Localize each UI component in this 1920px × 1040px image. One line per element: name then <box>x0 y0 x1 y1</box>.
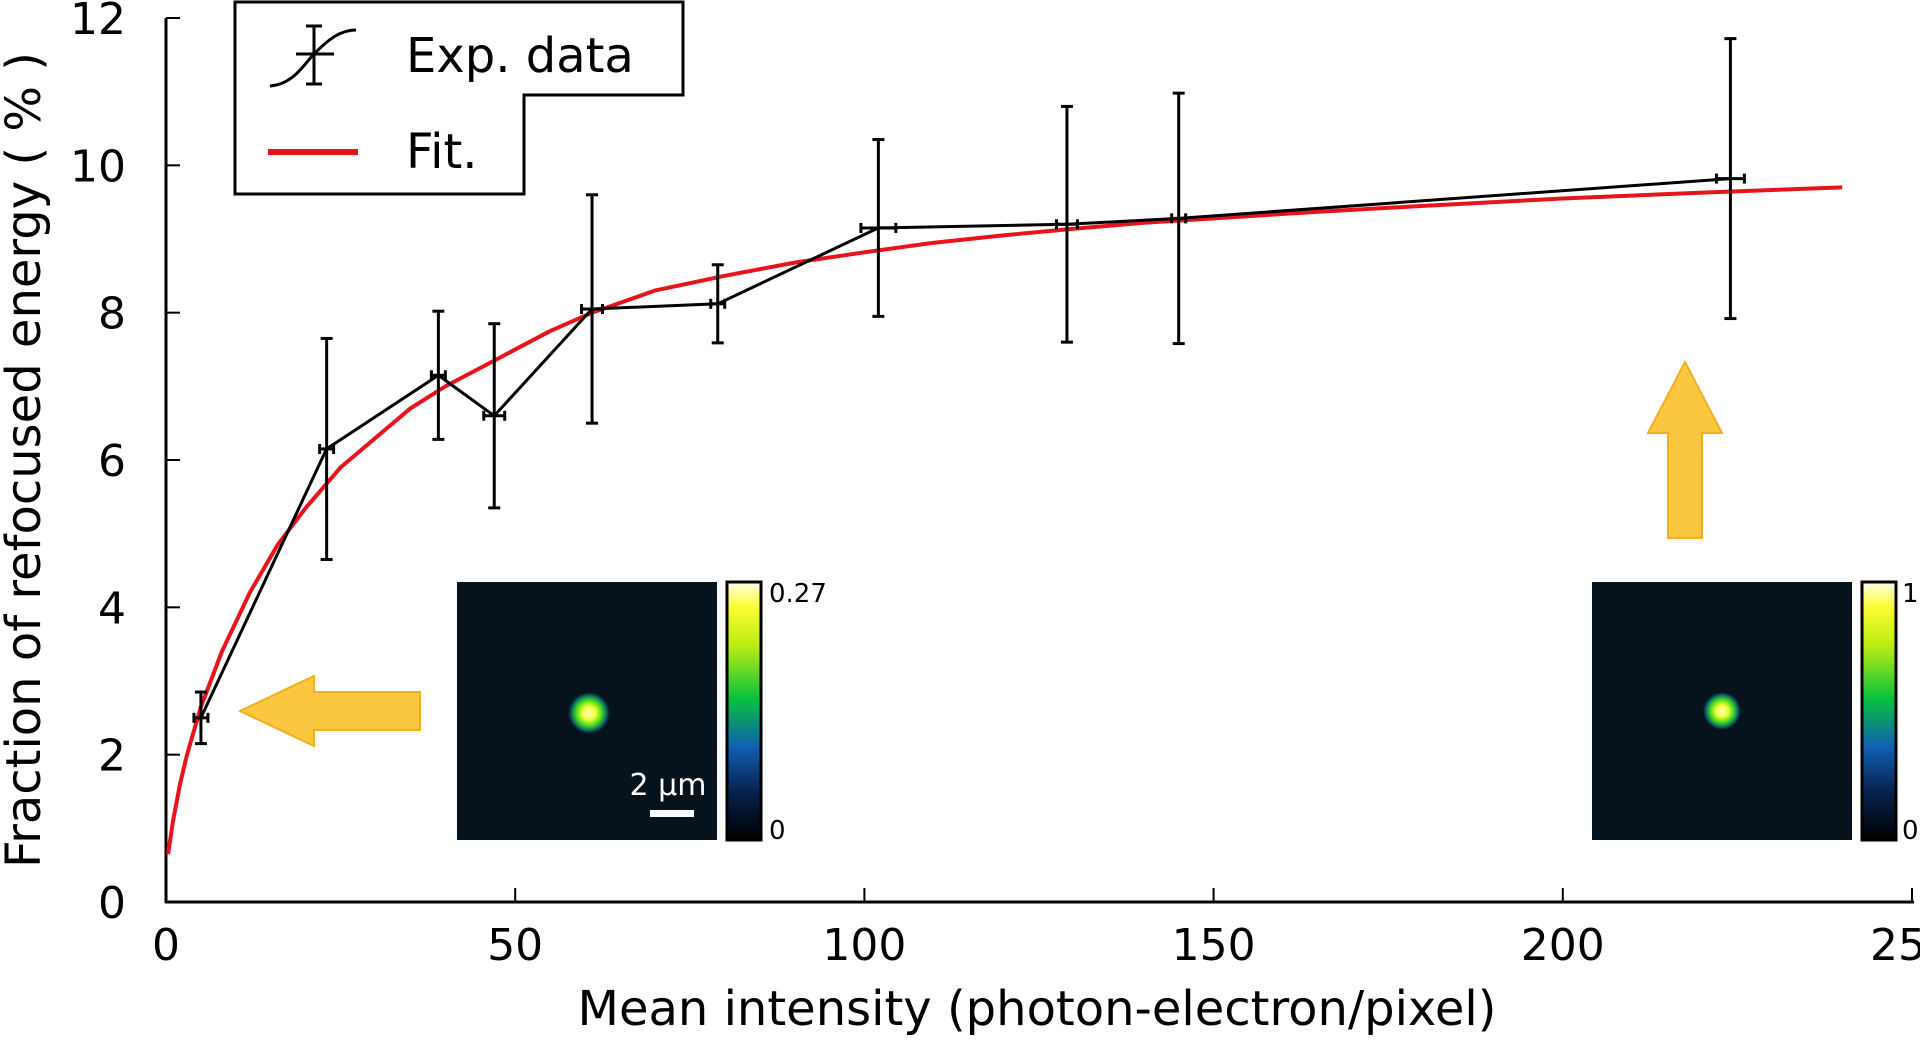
scale-bar <box>650 810 694 817</box>
exp-point-4 <box>580 193 604 425</box>
up-arrow <box>1646 359 1724 539</box>
exp-point-7 <box>1054 104 1079 344</box>
left-arrow-shape <box>237 674 421 748</box>
x-tick-label-3: 150 <box>1172 920 1256 971</box>
colorbar-high <box>1860 580 1898 842</box>
legend-exp-label: Exp. data <box>406 28 634 84</box>
inset-high-intensity: 1 0 <box>1592 579 1919 846</box>
scale-bar-label: 2 µm <box>630 768 707 803</box>
y-tick-label-1: 2 <box>98 731 126 782</box>
inset-low-intensity: 2 µm 0.27 0 <box>457 579 827 846</box>
y-axis-title: Fraction of refocused energy ( % ) <box>0 52 52 868</box>
exp-point-8 <box>1170 91 1188 346</box>
y-tick-label-5: 10 <box>70 141 126 192</box>
psf-spot-high <box>1702 691 1742 731</box>
exp-point-5 <box>709 263 727 345</box>
exp-point-6 <box>859 138 898 318</box>
exp-point-0 <box>192 690 210 746</box>
exp-point-2 <box>429 309 447 441</box>
colorbar-low <box>725 580 763 842</box>
colorbar-high-min: 0 <box>1902 816 1919 846</box>
x-tick-label-4: 200 <box>1521 920 1605 971</box>
up-arrow-shape <box>1646 359 1724 539</box>
left-arrow <box>237 674 421 748</box>
exp-point-3 <box>482 322 507 510</box>
legend-exp-marker <box>269 24 357 88</box>
exp-point-1 <box>318 336 336 561</box>
y-tick-label-4: 8 <box>98 289 126 340</box>
y-tick-label-6: 12 <box>70 0 126 45</box>
x-tick-label-2: 100 <box>822 920 906 971</box>
legend: Exp. data Fit. <box>233 0 685 196</box>
colorbar-high-max: 1 <box>1902 579 1919 609</box>
exp-data-line <box>199 177 1731 719</box>
legend-exp-curve <box>269 28 357 88</box>
exp-point-9 <box>1714 37 1746 321</box>
y-tick-label-3: 6 <box>98 436 126 487</box>
colorbar-low-min: 0 <box>769 816 786 846</box>
y-tick-label-0: 0 <box>98 878 126 929</box>
legend-fit-label: Fit. <box>406 124 478 180</box>
y-tick-label-2: 4 <box>98 583 126 634</box>
x-tick-label-1: 50 <box>487 920 543 971</box>
colorbar-low-max: 0.27 <box>769 579 827 609</box>
fit-series <box>166 185 1843 855</box>
psf-spot-low <box>567 691 611 735</box>
x-ticks: 0 50 100 150 200 250 <box>152 888 1920 971</box>
legend-box <box>233 0 685 196</box>
exp-data-series <box>192 37 1746 746</box>
x-tick-label-5: 250 <box>1870 920 1920 971</box>
y-ticks: 0 2 4 6 8 10 12 <box>70 0 180 929</box>
fit-curve <box>166 185 1843 855</box>
x-axis-title: Mean intensity (photon-electron/pixel) <box>578 981 1497 1037</box>
x-tick-label-0: 0 <box>152 920 180 971</box>
